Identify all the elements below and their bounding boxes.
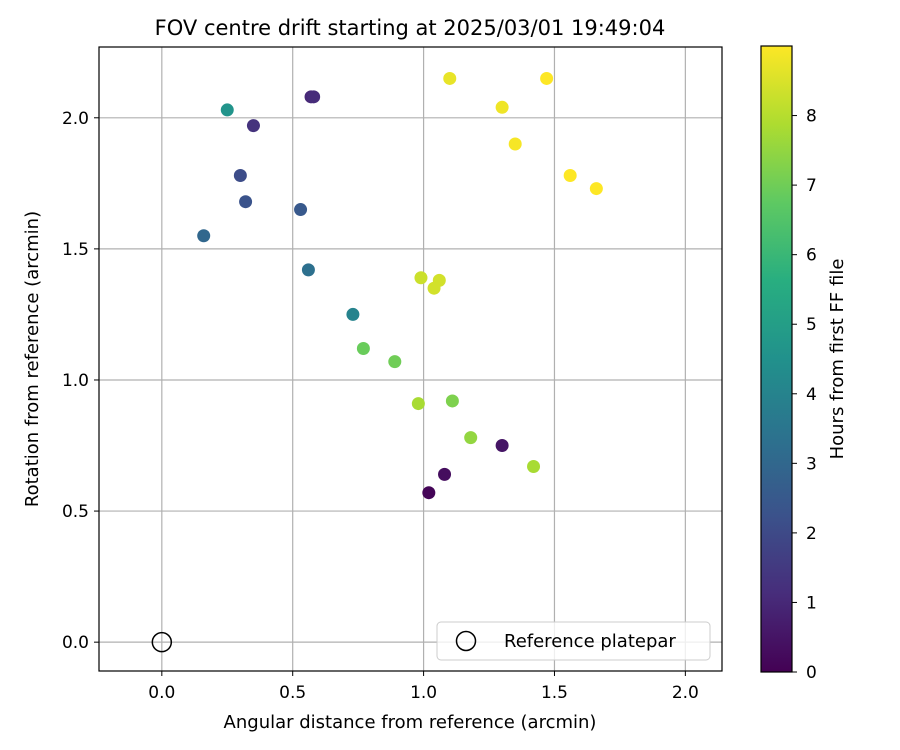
colorbar-tick-label: 5 <box>806 315 817 335</box>
data-point <box>589 182 603 196</box>
grid <box>99 47 722 671</box>
data-point <box>527 459 541 473</box>
reference-layer <box>151 631 173 653</box>
colorbar-tick-label: 6 <box>806 246 817 266</box>
data-point <box>427 281 441 295</box>
data-point <box>508 137 522 151</box>
colorbar-tick-label: 8 <box>806 107 817 127</box>
y-tick-label: 2.0 <box>62 109 89 129</box>
colorbar-tick-label: 1 <box>806 593 817 613</box>
y-tick-label: 0.5 <box>62 502 89 522</box>
data-point <box>239 195 253 209</box>
data-point <box>438 467 452 481</box>
legend-box <box>436 621 711 661</box>
data-point <box>563 168 577 182</box>
x-tick-label: 0.0 <box>148 683 175 703</box>
colorbar-tick-label: 4 <box>806 385 817 405</box>
x-tick-label: 2.0 <box>672 683 699 703</box>
x-tick-label: 1.5 <box>541 683 568 703</box>
data-point <box>197 229 211 243</box>
plot-frame <box>98 46 723 672</box>
data-point <box>294 203 308 217</box>
data-point <box>233 168 247 182</box>
x-axis-ticks: 0.0 0.5 1.0 1.5 2.0 <box>148 671 699 703</box>
reference-platepar-marker <box>151 631 173 653</box>
colorbar-ticks: 0 1 2 3 4 5 6 7 8 <box>792 107 817 683</box>
y-tick-label: 1.5 <box>62 240 89 260</box>
data-point <box>356 342 370 356</box>
data-point <box>495 439 509 453</box>
legend-label: Reference platepar <box>504 631 676 652</box>
colorbar-label: Hours from first FF file <box>827 259 848 460</box>
x-tick-label: 1.0 <box>410 683 437 703</box>
y-axis-label: Rotation from reference (arcmin) <box>22 211 43 507</box>
data-point <box>411 397 425 411</box>
y-axis-ticks: 0.0 0.5 1.0 1.5 2.0 <box>62 109 99 653</box>
data-point <box>307 90 321 104</box>
colorbar-tick-label: 0 <box>806 663 817 683</box>
legend-marker-icon <box>455 630 477 652</box>
data-points <box>197 71 603 500</box>
colorbar-tick-label: 7 <box>806 176 817 196</box>
data-point <box>301 263 315 277</box>
data-point <box>445 394 459 408</box>
y-tick-label: 0.0 <box>62 633 89 653</box>
colorbar <box>760 45 793 673</box>
data-point <box>414 271 428 285</box>
x-axis-label: Angular distance from reference (arcmin) <box>224 712 597 733</box>
colorbar-tick-label: 3 <box>806 454 817 474</box>
data-point <box>388 355 402 369</box>
data-point <box>443 71 457 85</box>
y-tick-label: 1.0 <box>62 371 89 391</box>
data-point <box>495 100 509 114</box>
legend: Reference platepar <box>436 621 711 661</box>
data-point <box>346 307 360 321</box>
data-point <box>464 431 478 445</box>
data-point <box>220 103 234 117</box>
data-point <box>540 71 554 85</box>
chart-title: FOV centre drift starting at 2025/03/01 … <box>155 16 666 40</box>
colorbar-tick-label: 2 <box>806 524 817 544</box>
data-point <box>246 119 260 133</box>
data-point <box>422 486 436 500</box>
x-tick-label: 0.5 <box>279 683 306 703</box>
